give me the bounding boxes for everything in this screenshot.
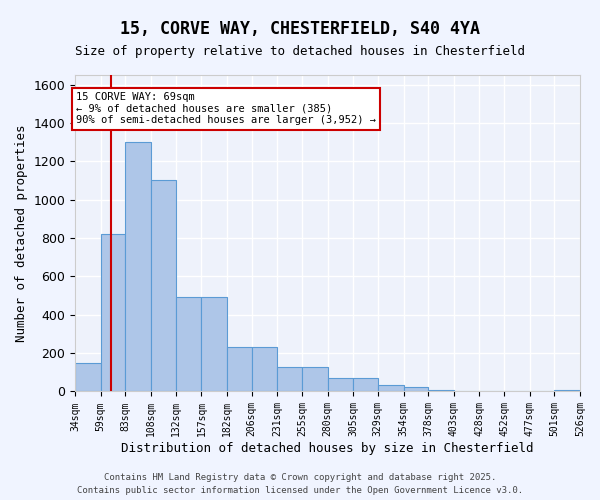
- Bar: [454, 390, 479, 392]
- Text: Contains public sector information licensed under the Open Government Licence v3: Contains public sector information licen…: [77, 486, 523, 495]
- Bar: [428, 390, 454, 392]
- Text: 15 CORVE WAY: 69sqm
← 9% of detached houses are smaller (385)
90% of semi-detach: 15 CORVE WAY: 69sqm ← 9% of detached hou…: [76, 92, 376, 126]
- Bar: [378, 385, 404, 392]
- Bar: [328, 378, 353, 392]
- Bar: [251, 348, 277, 392]
- Text: 15, CORVE WAY, CHESTERFIELD, S40 4YA: 15, CORVE WAY, CHESTERFIELD, S40 4YA: [120, 20, 480, 38]
- Bar: [202, 298, 227, 392]
- Bar: [101, 234, 125, 392]
- Y-axis label: Number of detached properties: Number of detached properties: [15, 124, 28, 342]
- Bar: [554, 390, 580, 392]
- Bar: [227, 348, 251, 392]
- Bar: [75, 362, 101, 392]
- Text: Size of property relative to detached houses in Chesterfield: Size of property relative to detached ho…: [75, 45, 525, 58]
- X-axis label: Distribution of detached houses by size in Chesterfield: Distribution of detached houses by size …: [121, 442, 534, 455]
- Bar: [277, 366, 302, 392]
- Bar: [151, 180, 176, 392]
- Bar: [479, 390, 504, 392]
- Bar: [404, 386, 428, 392]
- Text: Contains HM Land Registry data © Crown copyright and database right 2025.: Contains HM Land Registry data © Crown c…: [104, 474, 496, 482]
- Bar: [302, 366, 328, 392]
- Bar: [176, 298, 202, 392]
- Bar: [125, 142, 151, 392]
- Bar: [353, 378, 378, 392]
